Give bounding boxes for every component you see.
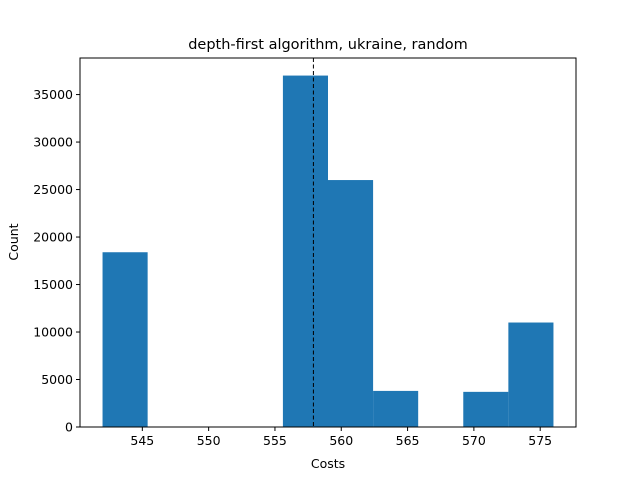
x-tick-label: 555: [263, 433, 287, 448]
y-axis-ticks: 0 5000 10000 15000 20000 25000 30000 35000: [33, 87, 80, 435]
histogram-bar-0: [102, 252, 148, 427]
y-tick-label: 30000: [33, 135, 73, 150]
x-tick-label: 570: [462, 433, 486, 448]
histogram-bar-9: [508, 322, 554, 427]
y-axis-title: Count: [6, 223, 21, 260]
histogram-bar-8: [463, 391, 509, 427]
histogram-bar-4: [282, 75, 328, 428]
bars-group: [102, 75, 554, 428]
y-tick-label: 10000: [33, 325, 73, 340]
y-tick-label: 20000: [33, 230, 73, 245]
x-tick-label: 550: [197, 433, 221, 448]
x-tick-label: 565: [396, 433, 420, 448]
x-tick-label: 545: [130, 433, 154, 448]
x-tick-label: 560: [329, 433, 353, 448]
y-tick-label: 0: [65, 420, 73, 435]
x-axis-title: Costs: [311, 456, 345, 471]
x-tick-label: 575: [528, 433, 552, 448]
y-tick-label: 5000: [41, 372, 73, 387]
plot-frame: [79, 57, 577, 428]
y-tick-label: 15000: [33, 277, 73, 292]
x-axis-ticks: 545 550 555 560 565 570 575: [130, 427, 552, 448]
chart-title: depth-first algorithm, ukraine, random: [188, 37, 468, 53]
histogram-bar-5: [328, 180, 374, 427]
histogram-bar-6: [373, 390, 419, 427]
y-tick-label: 25000: [33, 182, 73, 197]
y-tick-label: 35000: [33, 87, 73, 102]
